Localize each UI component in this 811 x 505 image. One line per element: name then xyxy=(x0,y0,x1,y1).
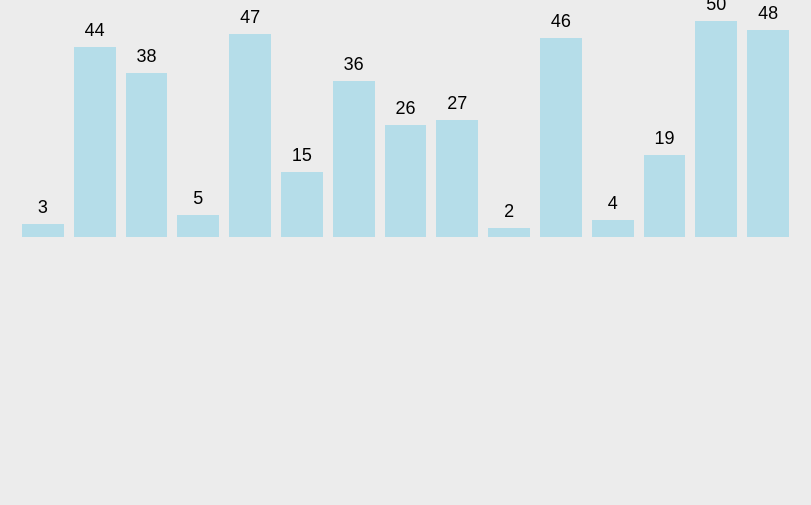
bar xyxy=(436,120,478,237)
bar xyxy=(22,224,64,237)
bar xyxy=(177,215,219,237)
bar-value-label: 3 xyxy=(22,196,64,218)
bar-value-label: 47 xyxy=(229,6,271,28)
bar xyxy=(695,21,737,237)
bar xyxy=(540,38,582,237)
bar xyxy=(592,220,634,237)
bar xyxy=(74,47,116,237)
bar-value-label: 19 xyxy=(644,127,686,149)
bar-value-label: 36 xyxy=(333,53,375,75)
bar-value-label: 50 xyxy=(695,0,737,15)
bar-value-label: 46 xyxy=(540,10,582,32)
bar-value-label: 4 xyxy=(592,192,634,214)
bar-chart: 3 44 38 5 47 15 36 26 27 2 46 4 19 50 48 xyxy=(0,0,811,505)
bar xyxy=(229,34,271,237)
bar xyxy=(644,155,686,237)
bar-value-label: 27 xyxy=(436,92,478,114)
bar-value-label: 48 xyxy=(747,2,789,24)
bar-value-label: 15 xyxy=(281,144,323,166)
bar-value-label: 26 xyxy=(385,97,427,119)
bar-value-label: 38 xyxy=(126,45,168,67)
bar xyxy=(333,81,375,237)
bar xyxy=(126,73,168,237)
bar xyxy=(488,228,530,237)
bar-value-label: 2 xyxy=(488,200,530,222)
bar xyxy=(385,125,427,237)
bar-value-label: 44 xyxy=(74,19,116,41)
bar xyxy=(747,30,789,237)
bar xyxy=(281,172,323,237)
bar-value-label: 5 xyxy=(177,187,219,209)
